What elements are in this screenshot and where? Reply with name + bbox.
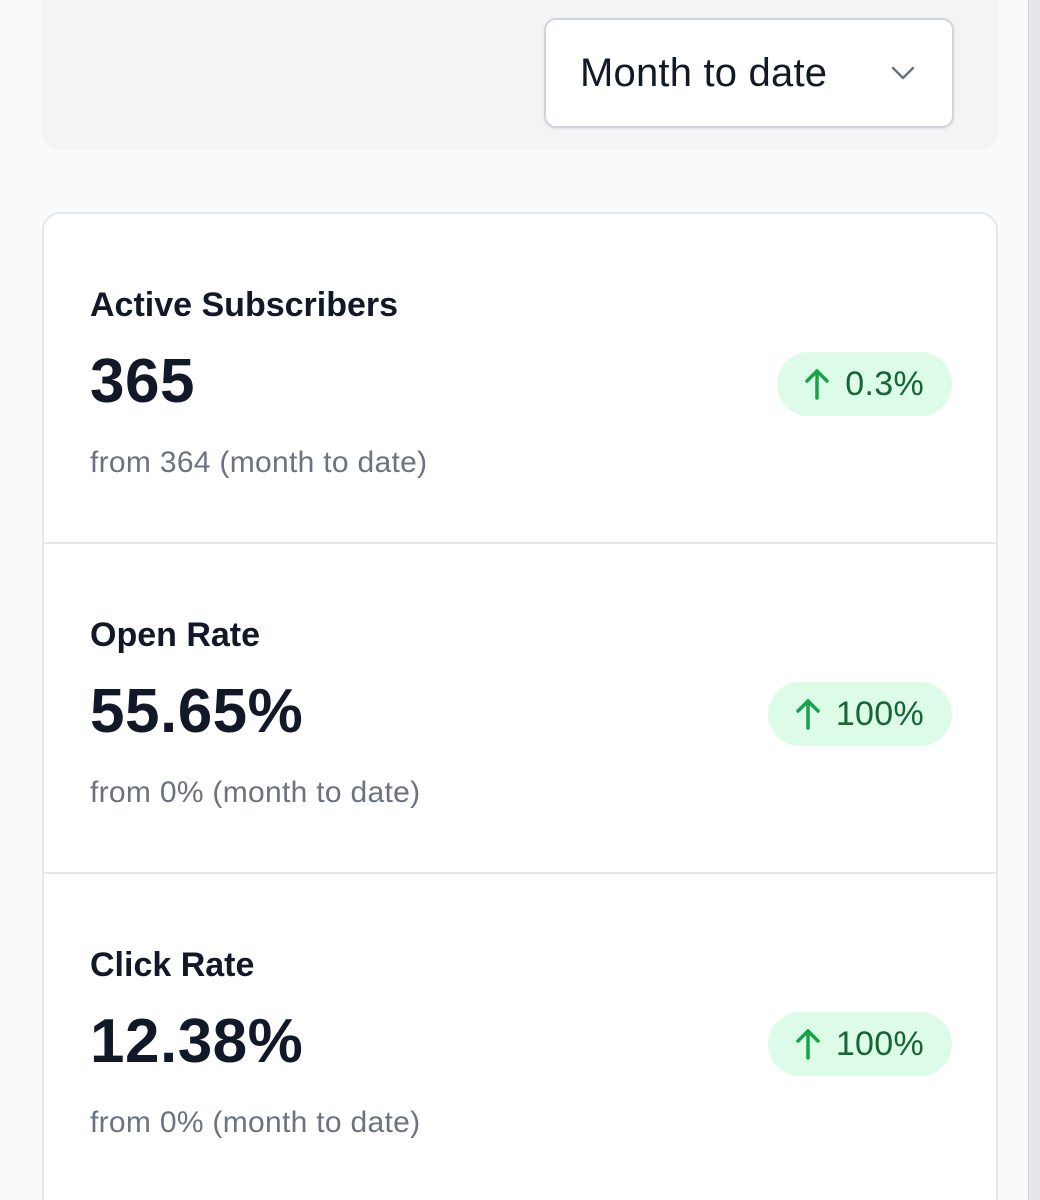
- date-range-select-value: Month to date: [580, 50, 828, 95]
- arrow-up-icon: [805, 369, 830, 400]
- stat-value: 55.65%: [90, 677, 304, 746]
- stat-active-subscribers: Active Subscribers 365 from 364 (month t…: [44, 214, 996, 544]
- change-value: 0.3%: [845, 364, 924, 403]
- window-edge: [1028, 0, 1040, 1200]
- stat-comparison: from 0% (month to date): [90, 1106, 421, 1139]
- change-value: 100%: [835, 694, 924, 733]
- stat-title: Open Rate: [90, 616, 261, 654]
- stat-value: 365: [90, 347, 195, 416]
- date-range-select[interactable]: Month to date: [544, 18, 954, 128]
- stat-click-rate: Click Rate 12.38% from 0% (month to date…: [44, 874, 996, 1200]
- arrow-up-icon: [796, 699, 820, 730]
- change-badge: 0.3%: [777, 352, 952, 416]
- stat-value: 12.38%: [90, 1007, 304, 1076]
- arrow-up-icon: [796, 1029, 820, 1060]
- stat-comparison: from 0% (month to date): [90, 776, 421, 809]
- stat-title: Active Subscribers: [90, 286, 399, 324]
- chevron-down-icon: [891, 66, 915, 80]
- change-badge: 100%: [767, 1012, 952, 1076]
- change-value: 100%: [835, 1024, 924, 1063]
- stat-comparison: from 364 (month to date): [90, 446, 428, 479]
- change-badge: 100%: [767, 682, 952, 746]
- stat-open-rate: Open Rate 55.65% from 0% (month to date)…: [44, 544, 996, 874]
- stats-card: Active Subscribers 365 from 364 (month t…: [42, 212, 998, 1200]
- stat-title: Click Rate: [90, 946, 255, 984]
